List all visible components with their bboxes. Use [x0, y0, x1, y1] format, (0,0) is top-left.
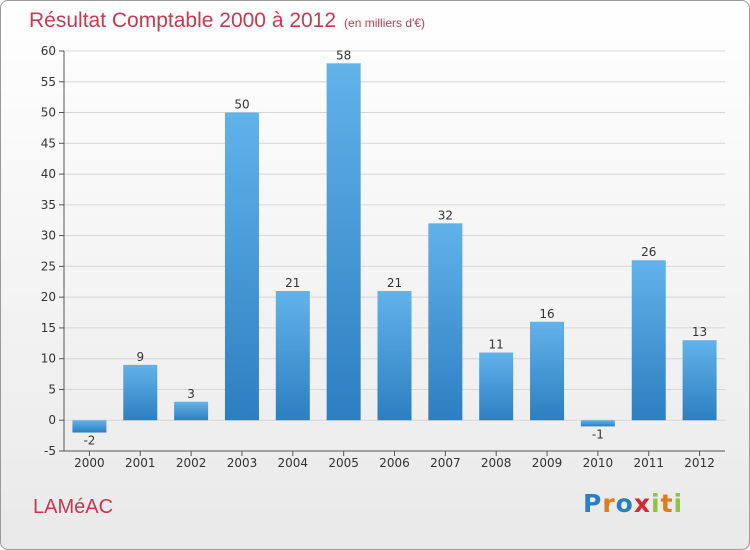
bar-chart: -5 0 5 10 15 20 25 30 35 40 45 50 55 60 -2 9 3 50 21 58 21 3… — [41, 44, 725, 470]
logo-letter: t — [660, 489, 674, 518]
data-label: 16 — [539, 307, 554, 321]
x-tick-label: 2000 — [74, 456, 105, 470]
y-tick-label: 30 — [41, 229, 56, 243]
x-tick-label: 2011 — [633, 456, 664, 470]
x-tick-label: 2007 — [430, 456, 461, 470]
data-label: -2 — [83, 434, 95, 448]
bar-2003 — [224, 112, 259, 421]
data-label: -1 — [592, 427, 604, 441]
logo-letter: P — [583, 489, 603, 518]
bar-2006 — [377, 291, 412, 421]
bar-2009 — [530, 321, 565, 421]
data-label: 32 — [438, 208, 453, 222]
bar-2005 — [326, 63, 361, 421]
logo-letter: i — [673, 489, 684, 518]
y-tick-label: 5 — [48, 382, 56, 396]
y-tick-label: 55 — [41, 75, 56, 89]
bar-2002 — [174, 401, 209, 421]
bar-2001 — [123, 364, 158, 421]
logo-letter: x — [633, 489, 651, 518]
x-tick-label: 2002 — [176, 456, 207, 470]
x-tick-label: 2012 — [684, 456, 715, 470]
data-label: 21 — [285, 276, 300, 290]
x-tick-label: 2004 — [278, 456, 309, 470]
bar-2000 — [72, 420, 107, 433]
bar-2010 — [580, 420, 615, 427]
bar-2004 — [275, 291, 310, 421]
data-label: 21 — [387, 276, 402, 290]
commune-name: LAMéAC — [33, 496, 114, 518]
y-tick-label: 15 — [41, 321, 56, 335]
proxiti-logo[interactable]: Proxiti — [583, 489, 683, 518]
x-tick-label: 2003 — [227, 456, 258, 470]
y-tick-label: -5 — [44, 444, 56, 458]
data-label: 3 — [187, 387, 195, 401]
x-axis: 2000 2001 2002 2003 2004 2005 2006 2007 2008 2009… — [64, 450, 725, 470]
bar-2012 — [682, 340, 717, 421]
bar-2011 — [631, 260, 666, 421]
logo-letter: r — [602, 489, 616, 518]
data-label: 50 — [234, 98, 249, 112]
x-tick-label: 2001 — [125, 456, 156, 470]
data-label: 9 — [136, 350, 144, 364]
x-tick-label: 2008 — [481, 456, 512, 470]
y-tick-label: 10 — [41, 352, 56, 366]
data-label: 11 — [489, 338, 504, 352]
y-axis: -5 0 5 10 15 20 25 30 35 40 45 50 55 60 — [41, 44, 65, 458]
y-tick-label: 35 — [41, 198, 56, 212]
bar-2007 — [428, 223, 463, 421]
data-label: 58 — [336, 48, 351, 62]
x-tick-label: 2005 — [328, 456, 359, 470]
y-tick-label: 60 — [41, 44, 56, 58]
chart-subtitle: (en milliers d'€) — [344, 16, 426, 30]
data-label: 26 — [641, 245, 656, 259]
x-tick-label: 2006 — [379, 456, 410, 470]
data-label: 13 — [692, 325, 707, 339]
y-tick-label: 45 — [41, 136, 56, 150]
y-tick-label: 20 — [41, 290, 56, 304]
y-tick-label: 0 — [48, 413, 56, 427]
y-tick-label: 50 — [41, 106, 56, 120]
logo-letter: o — [615, 489, 634, 518]
x-tick-label: 2010 — [583, 456, 614, 470]
bar-2008 — [479, 352, 514, 421]
x-tick-label: 2009 — [532, 456, 563, 470]
chart-title: Résultat Comptable 2000 à 2012 (en millie… — [29, 9, 426, 32]
y-tick-label: 40 — [41, 167, 56, 181]
bars: -2 9 3 50 21 58 21 32 11 16 -1 26 13 — [72, 48, 717, 448]
y-tick-label: 25 — [41, 259, 56, 273]
logo-letter: i — [651, 489, 661, 518]
